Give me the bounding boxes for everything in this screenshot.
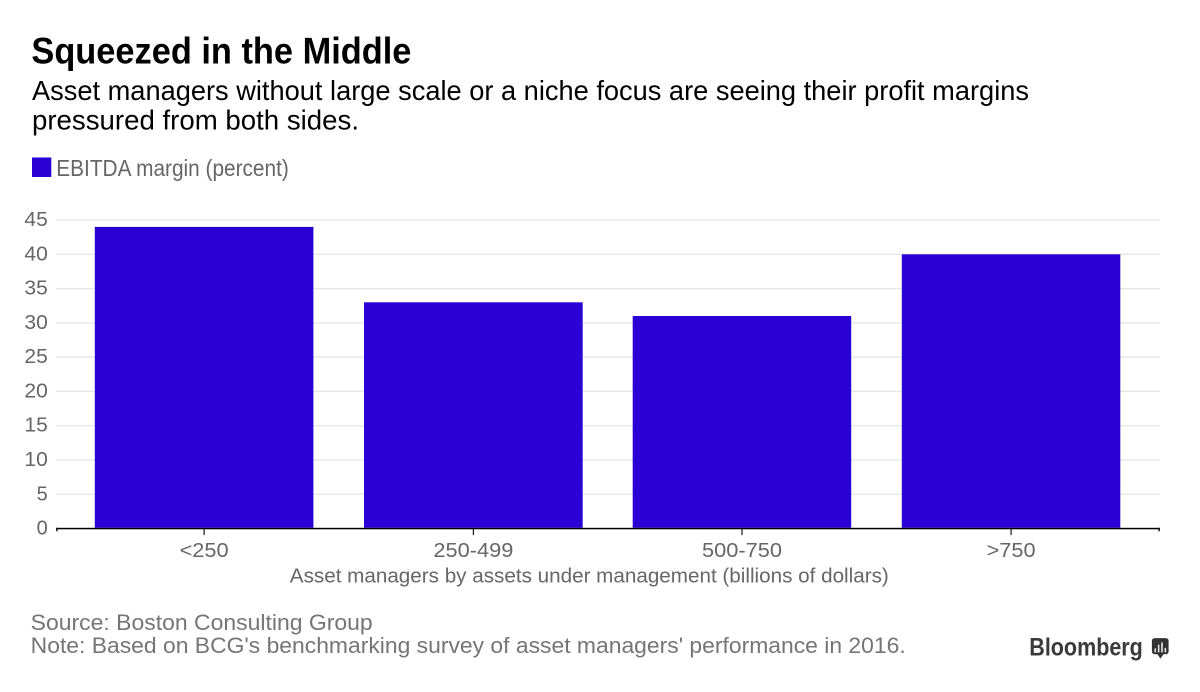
svg-text:0: 0 [37, 518, 48, 540]
svg-text:>750: >750 [987, 540, 1036, 562]
svg-text:250-499: 250-499 [433, 540, 513, 562]
svg-text:Source: Boston Consulting Grou: Source: Boston Consulting Group [31, 610, 373, 635]
svg-text:30: 30 [24, 312, 47, 334]
svg-text:pressured from both sides.: pressured from both sides. [32, 105, 359, 136]
svg-text:5: 5 [37, 483, 48, 505]
svg-text:10: 10 [24, 449, 47, 471]
svg-text:<250: <250 [180, 540, 229, 562]
svg-text:Asset managers without large s: Asset managers without large scale or a … [32, 75, 1029, 106]
svg-text:Squeezed in the Middle: Squeezed in the Middle [31, 30, 411, 72]
svg-text:15: 15 [24, 415, 47, 437]
svg-text:Asset managers by assets under: Asset managers by assets under managemen… [290, 566, 889, 588]
svg-text:20: 20 [24, 380, 47, 402]
svg-text:45: 45 [24, 209, 47, 231]
svg-text:35: 35 [24, 278, 47, 300]
svg-text:Note: Based on BCG's benchmark: Note: Based on BCG's benchmarking survey… [31, 633, 906, 658]
svg-text:Bloomberg: Bloomberg [1029, 634, 1143, 662]
svg-text:25: 25 [24, 346, 47, 368]
svg-text:500-750: 500-750 [702, 540, 782, 562]
svg-text:EBITDA margin (percent): EBITDA margin (percent) [56, 155, 288, 181]
svg-text:40: 40 [24, 243, 47, 265]
